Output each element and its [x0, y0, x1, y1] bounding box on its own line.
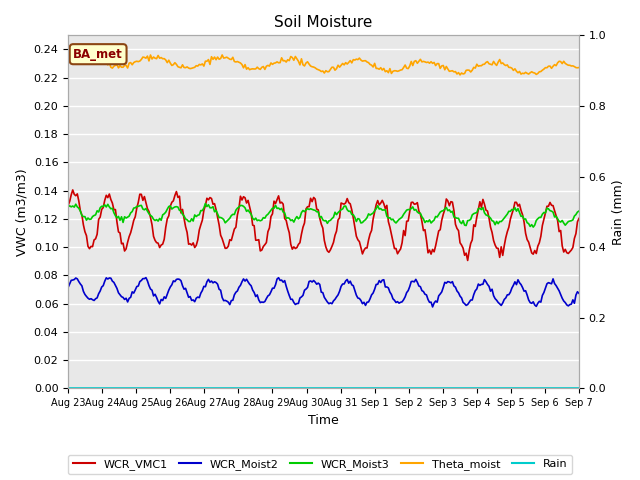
Title: Soil Moisture: Soil Moisture — [275, 15, 372, 30]
Y-axis label: Rain (mm): Rain (mm) — [612, 179, 625, 245]
Text: BA_met: BA_met — [73, 48, 123, 60]
Y-axis label: VWC (m3/m3): VWC (m3/m3) — [15, 168, 28, 256]
Legend: WCR_VMC1, WCR_Moist2, WCR_Moist3, Theta_moist, Rain: WCR_VMC1, WCR_Moist2, WCR_Moist3, Theta_… — [68, 455, 572, 474]
X-axis label: Time: Time — [308, 414, 339, 427]
